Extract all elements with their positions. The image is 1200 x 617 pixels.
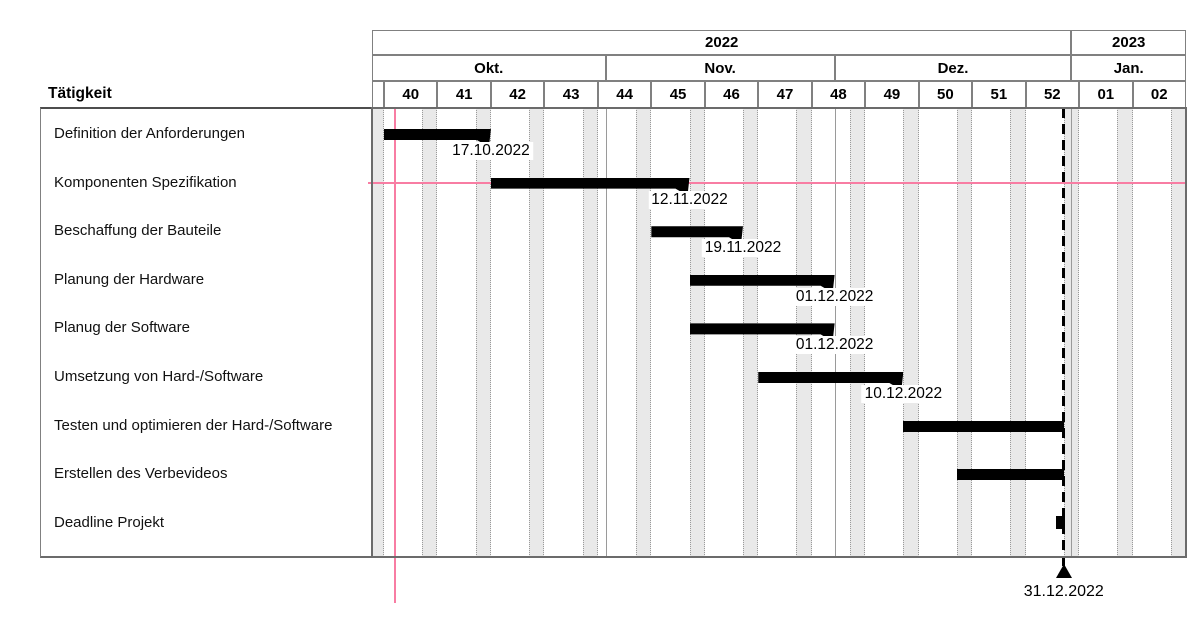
bar-end-date-label: 01.12.2022 — [792, 287, 877, 306]
week-cell: 42 — [490, 81, 545, 108]
bar-end-date-label: 12.11.2022 — [648, 190, 731, 209]
task-label: Planung der Hardware — [54, 270, 205, 288]
bar-end-date-label: 10.12.2022 — [861, 385, 946, 403]
week-cell: 44 — [597, 81, 652, 108]
weekend-stripe — [903, 108, 919, 557]
week-cell: 49 — [865, 81, 919, 108]
week-cell: 51 — [972, 81, 1026, 108]
month-cell: Jan. — [1071, 55, 1186, 81]
gantt-bar — [903, 420, 1064, 432]
task-label: Umsetzung von Hard-/Software — [54, 368, 264, 385]
task-label: Testen und optimieren der Hard-/Software — [54, 416, 333, 434]
weekend-stripe — [582, 108, 598, 557]
weekend-stripe — [636, 108, 652, 557]
year-cell: 2022 — [372, 30, 1072, 55]
week-cell — [372, 81, 384, 108]
task-label: Beschaffung der Bauteile — [54, 222, 222, 240]
week-cell: 41 — [437, 81, 491, 108]
milestone-marker — [1055, 516, 1065, 530]
activity-column-header: Tätigkeit — [48, 85, 112, 102]
task-label: Deadline Projekt — [54, 513, 165, 531]
task-label: Komponenten Spezifikation — [54, 173, 237, 191]
row-highlight-line — [368, 181, 1186, 184]
weekend-stripe — [475, 108, 491, 557]
task-label: Definition der Anforderungen — [54, 125, 245, 142]
weekend-stripe — [849, 108, 866, 557]
weekend-stripe — [956, 108, 973, 557]
year-cell: 2023 — [1071, 30, 1186, 55]
weekend-stripe — [1170, 108, 1186, 557]
bar-end-date-label: 17.10.2022 — [449, 142, 533, 160]
bar-end-date-label: 19.11.2022 — [701, 239, 785, 258]
today-reference-line — [393, 108, 396, 603]
week-cell: 50 — [918, 81, 973, 108]
month-gridline — [834, 108, 836, 557]
week-cell: 40 — [384, 81, 438, 108]
week-cell: 46 — [704, 81, 759, 108]
month-gridline — [1071, 108, 1073, 557]
deadline-triangle-icon — [1055, 564, 1072, 578]
month-cell: Nov. — [605, 55, 835, 81]
task-label: Planug der Software — [54, 319, 190, 337]
month-cell: Dez. — [834, 55, 1072, 81]
gantt-bar — [956, 469, 1064, 481]
week-cell: 02 — [1132, 81, 1186, 108]
weekend-stripe — [1010, 108, 1026, 557]
weekend-stripe — [372, 108, 384, 557]
week-cell: 01 — [1079, 81, 1133, 108]
month-cell: Okt. — [372, 55, 606, 81]
bar-end-date-label: 01.12.2022 — [792, 336, 877, 355]
month-gridline — [605, 108, 607, 557]
week-cell: 48 — [811, 81, 866, 108]
task-label: Erstellen des Verbevideos — [54, 465, 228, 483]
week-cell: 47 — [758, 81, 812, 108]
weekend-stripe — [1117, 108, 1133, 557]
weekend-stripe — [422, 108, 438, 557]
week-cell: 45 — [651, 81, 705, 108]
week-cell: 52 — [1025, 81, 1080, 108]
week-cell: 43 — [544, 81, 598, 108]
deadline-date-label: 31.12.2022 — [1023, 583, 1104, 600]
deadline-dashed-line — [1062, 108, 1066, 566]
weekend-stripe — [529, 108, 545, 557]
